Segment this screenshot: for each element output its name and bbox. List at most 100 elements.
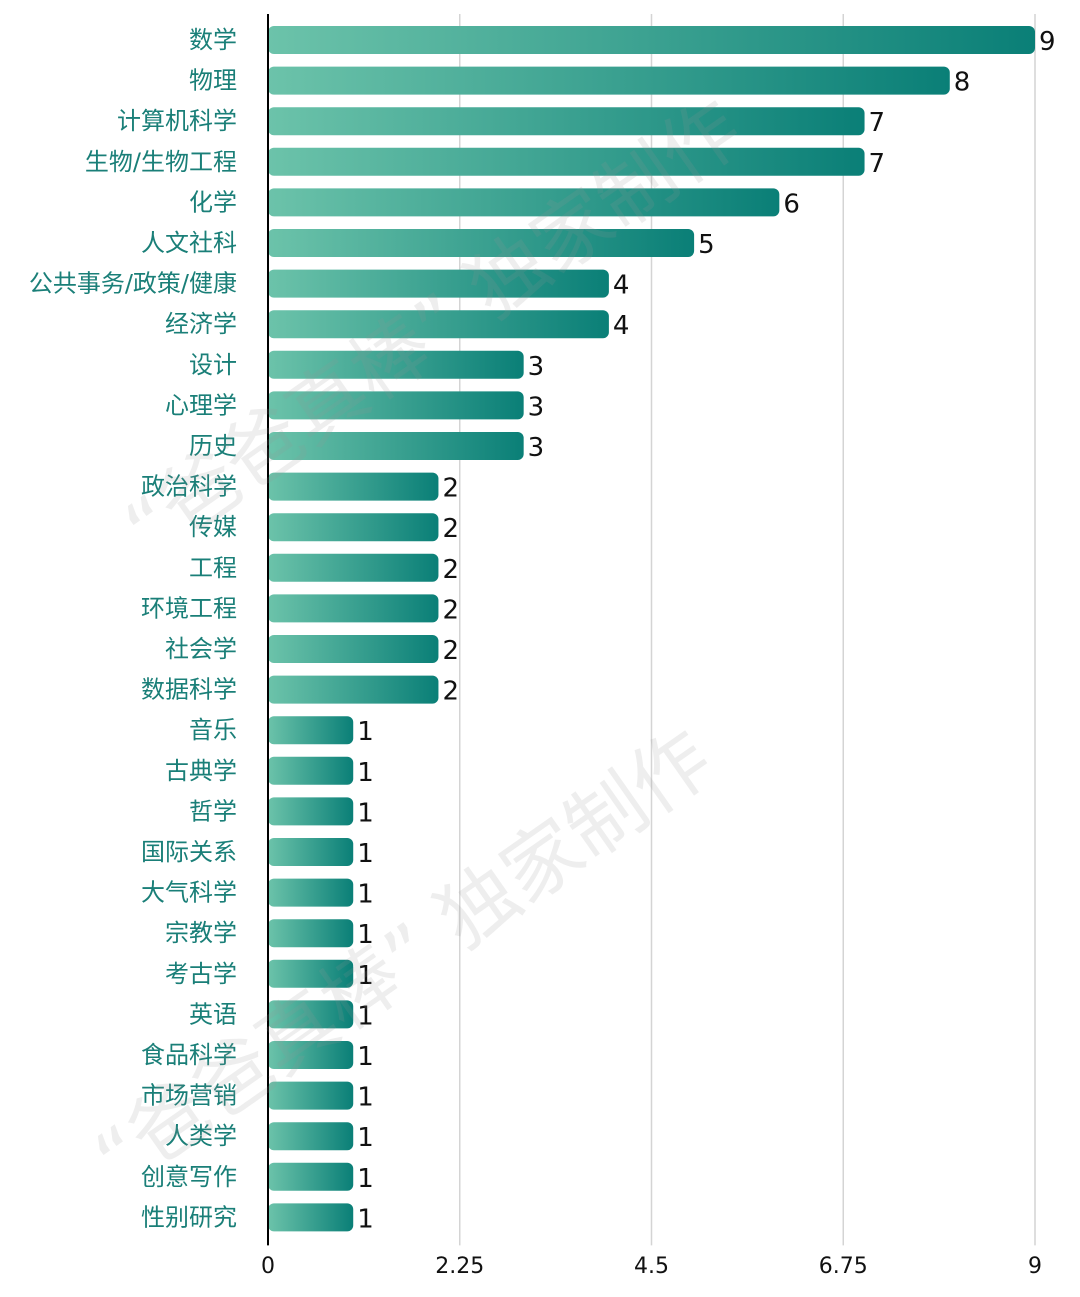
- category-label: 英语: [189, 1000, 237, 1028]
- category-label: 音乐: [189, 716, 237, 744]
- bar: [268, 107, 865, 136]
- category-label: 市场营销: [141, 1082, 237, 1110]
- category-label: 数据科学: [141, 676, 237, 704]
- bar: [268, 310, 609, 339]
- value-label: 1: [357, 798, 374, 828]
- bar: [268, 147, 865, 176]
- bar: [268, 553, 439, 582]
- value-label: 1: [357, 1123, 374, 1153]
- bar: [268, 1000, 354, 1029]
- category-label: 传媒: [189, 513, 237, 541]
- value-labels: 9 8 7 7 6 5 4 4 3 3 3 2 2 2 2 2 2 1 1 1 1 1 1 1 1 1 1 1 1 1: [357, 27, 1055, 1234]
- category-label: 数学: [189, 26, 237, 54]
- category-label: 计算机科学: [117, 107, 237, 135]
- value-label: 1: [357, 920, 374, 950]
- bar: [268, 269, 609, 298]
- value-label: 1: [357, 758, 374, 788]
- category-label: 食品科学: [141, 1041, 237, 1069]
- bar: [268, 1203, 354, 1232]
- value-label: 2: [442, 555, 459, 585]
- category-label: 哲学: [189, 797, 237, 825]
- value-label: 2: [442, 514, 459, 544]
- gridlines: [459, 14, 1036, 1246]
- value-label: 8: [954, 68, 971, 98]
- bar: [268, 797, 354, 826]
- bar: [268, 472, 439, 501]
- category-label: 人文社科: [141, 229, 237, 257]
- value-label: 5: [698, 230, 715, 260]
- value-label: 1: [357, 880, 374, 910]
- category-label: 环境工程: [141, 594, 237, 622]
- category-labels: 数学物理计算机科学生物/生物工程化学人文社科公共事务/政策/健康经济学设计心理学…: [29, 26, 237, 1231]
- category-label: 人类学: [165, 1122, 237, 1150]
- x-tick-label: 0: [261, 1254, 275, 1279]
- value-label: 7: [869, 149, 886, 179]
- value-label: 2: [442, 474, 459, 504]
- bar: [268, 188, 780, 217]
- value-label: 7: [869, 108, 886, 138]
- value-label: 2: [442, 677, 459, 707]
- category-label: 性别研究: [141, 1203, 237, 1231]
- bar: [268, 838, 354, 866]
- bar: [268, 26, 1035, 54]
- bar: [268, 878, 354, 907]
- category-label: 心理学: [165, 391, 237, 419]
- x-tick-label: 4.5: [634, 1254, 669, 1279]
- bar: [268, 756, 354, 785]
- bars: [268, 26, 1035, 1232]
- category-label: 宗教学: [165, 919, 237, 947]
- bar: [268, 391, 524, 420]
- category-label: 物理: [189, 67, 237, 95]
- bar: [268, 635, 439, 663]
- x-tick-label: 2.25: [435, 1254, 484, 1279]
- bar: [268, 594, 439, 623]
- category-label: 设计: [189, 351, 237, 379]
- bar: [268, 432, 524, 460]
- value-label: 1: [357, 839, 374, 869]
- category-label: 国际关系: [141, 838, 237, 866]
- value-label: 1: [357, 1204, 374, 1234]
- bar: [268, 229, 695, 257]
- value-label: 3: [528, 433, 545, 463]
- bar: [268, 716, 354, 745]
- bar: [268, 350, 524, 379]
- bar: [268, 919, 354, 948]
- bar: [268, 513, 439, 542]
- value-label: 3: [528, 392, 545, 422]
- value-label: 2: [442, 595, 459, 625]
- category-label: 历史: [189, 432, 237, 460]
- category-label: 大气科学: [141, 879, 237, 907]
- bar: [268, 1162, 354, 1191]
- category-label: 政治科学: [141, 473, 237, 501]
- category-label: 生物/生物工程: [85, 148, 237, 176]
- category-label: 公共事务/政策/健康: [29, 270, 237, 298]
- x-axis-ticks: 0 2.25 4.5 6.75 9: [261, 1254, 1042, 1279]
- category-label: 经济学: [165, 310, 237, 338]
- category-label: 创意写作: [141, 1163, 237, 1191]
- value-label: 9: [1039, 27, 1056, 57]
- value-label: 1: [357, 961, 374, 991]
- category-label: 工程: [189, 554, 237, 582]
- bar: [268, 1122, 354, 1151]
- category-label: 古典学: [165, 757, 237, 785]
- bar: [268, 675, 439, 704]
- value-label: 2: [442, 636, 459, 666]
- value-label: 3: [528, 352, 545, 382]
- category-label: 化学: [189, 188, 237, 216]
- bar: [268, 66, 950, 95]
- value-label: 1: [357, 717, 374, 747]
- category-label: 社会学: [165, 635, 237, 663]
- value-label: 1: [357, 1164, 374, 1194]
- value-label: 1: [357, 1042, 374, 1072]
- bar: [268, 1081, 354, 1110]
- category-label: 考古学: [165, 960, 237, 988]
- value-label: 1: [357, 1083, 374, 1113]
- x-tick-label: 9: [1028, 1254, 1042, 1279]
- bar: [268, 1041, 354, 1069]
- x-tick-label: 6.75: [819, 1254, 868, 1279]
- value-label: 4: [613, 311, 630, 341]
- value-label: 1: [357, 1001, 374, 1031]
- value-label: 6: [783, 189, 800, 219]
- value-label: 4: [613, 271, 630, 301]
